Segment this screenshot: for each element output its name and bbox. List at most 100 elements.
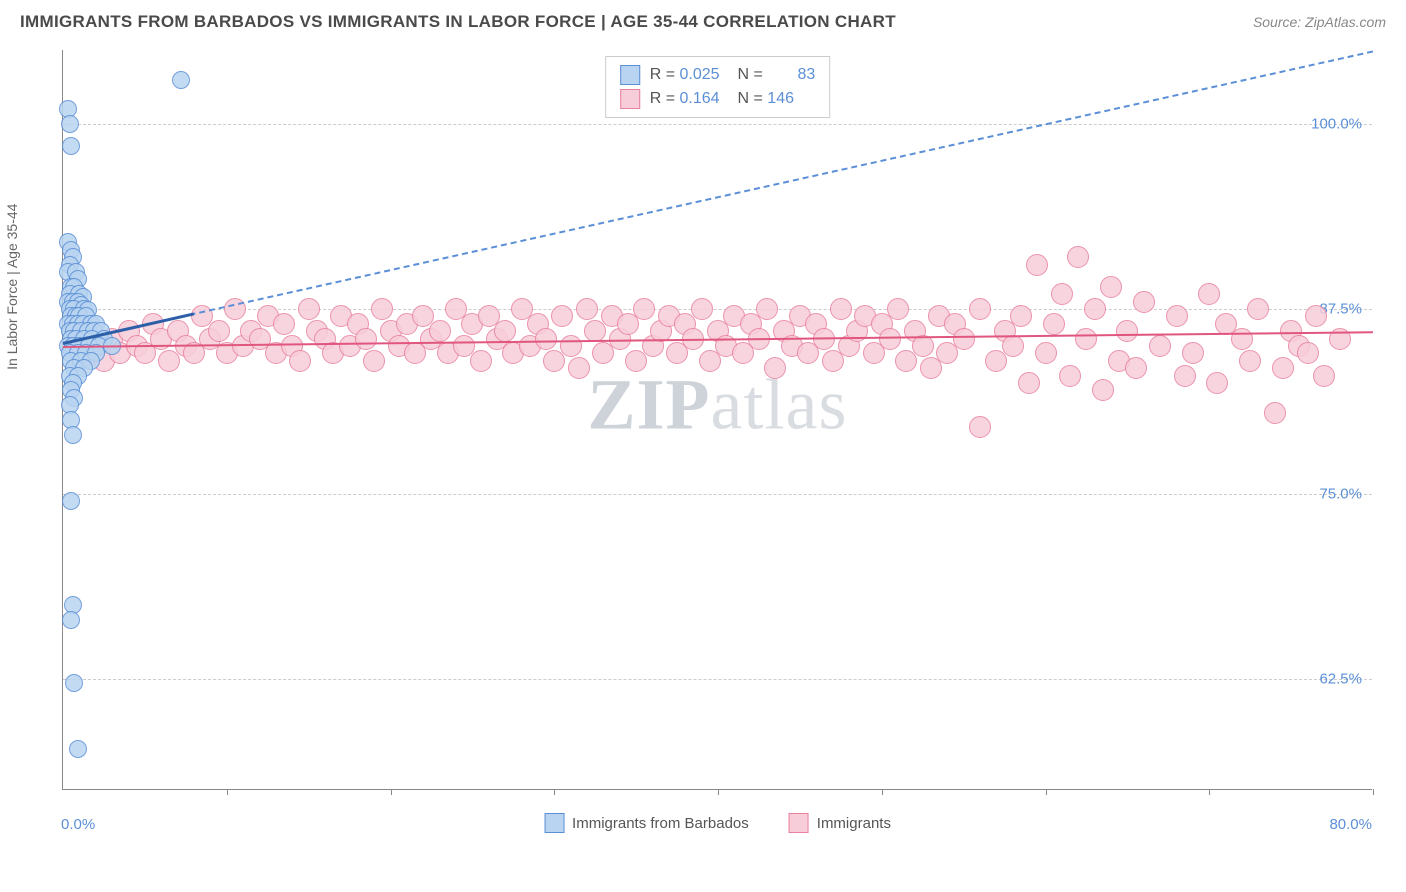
data-point (371, 298, 393, 320)
stats-row-pink: R = 0.164 N = 146 (620, 87, 816, 111)
data-point (1231, 328, 1253, 350)
data-point (1206, 372, 1228, 394)
data-point (969, 416, 991, 438)
x-tick (1373, 789, 1374, 795)
y-axis-title: In Labor Force | Age 35-44 (4, 204, 20, 370)
data-point (65, 674, 83, 692)
data-point (1116, 320, 1138, 342)
chart-title: IMMIGRANTS FROM BARBADOS VS IMMIGRANTS I… (20, 12, 896, 32)
data-point (69, 740, 87, 758)
legend-item-blue: Immigrants from Barbados (544, 813, 749, 833)
source-attribution: Source: ZipAtlas.com (1253, 14, 1386, 30)
x-min-label: 0.0% (61, 816, 95, 833)
data-point (1305, 305, 1327, 327)
data-point (1059, 365, 1081, 387)
data-point (494, 320, 516, 342)
data-point (1067, 246, 1089, 268)
data-point (1247, 298, 1269, 320)
data-point (1149, 335, 1171, 357)
n-label: N = (738, 66, 763, 83)
swatch-pink (620, 89, 640, 109)
n-value-pink: 146 (767, 87, 815, 111)
x-max-label: 80.0% (1329, 816, 1372, 833)
data-point (756, 298, 778, 320)
stats-legend: R = 0.025 N = 83 R = 0.164 N = 146 (605, 56, 831, 118)
r-value-blue: 0.025 (680, 63, 728, 87)
data-point (298, 298, 320, 320)
legend-label-pink: Immigrants (817, 815, 891, 832)
chart-container: In Labor Force | Age 35-44 ZIPatlas R = … (20, 50, 1386, 840)
data-point (1125, 357, 1147, 379)
r-value-pink: 0.164 (680, 87, 728, 111)
y-tick-label: 75.0% (1319, 486, 1362, 503)
x-tick (227, 789, 228, 795)
data-point (62, 492, 80, 510)
swatch-pink (789, 813, 809, 833)
legend-label-blue: Immigrants from Barbados (572, 815, 749, 832)
data-point (1084, 298, 1106, 320)
data-point (1100, 276, 1122, 298)
data-point (535, 328, 557, 350)
n-label: N = (738, 90, 763, 107)
data-point (560, 335, 582, 357)
y-tick-label: 62.5% (1319, 671, 1362, 688)
y-tick-label: 100.0% (1311, 116, 1362, 133)
x-tick (554, 789, 555, 795)
data-point (1297, 342, 1319, 364)
data-point (1198, 283, 1220, 305)
data-point (273, 313, 295, 335)
data-point (1002, 335, 1024, 357)
gridline (63, 494, 1372, 495)
data-point (1026, 254, 1048, 276)
x-tick (882, 789, 883, 795)
x-tick (1209, 789, 1210, 795)
data-point (172, 71, 190, 89)
gridline (63, 679, 1372, 680)
watermark: ZIPatlas (588, 363, 848, 446)
data-point (363, 350, 385, 372)
chart-header: IMMIGRANTS FROM BARBADOS VS IMMIGRANTS I… (0, 0, 1406, 40)
data-point (1182, 342, 1204, 364)
data-point (1075, 328, 1097, 350)
data-point (887, 298, 909, 320)
watermark-part1: ZIP (588, 364, 711, 444)
data-point (1010, 305, 1032, 327)
data-point (208, 320, 230, 342)
gridline (63, 124, 1372, 125)
data-point (633, 298, 655, 320)
data-point (764, 357, 786, 379)
data-point (355, 328, 377, 350)
data-point (551, 305, 573, 327)
data-point (576, 298, 598, 320)
swatch-blue (620, 65, 640, 85)
n-value-blue: 83 (767, 63, 815, 87)
data-point (470, 350, 492, 372)
data-point (289, 350, 311, 372)
data-point (568, 357, 590, 379)
data-point (62, 137, 80, 155)
data-point (1272, 357, 1294, 379)
data-point (61, 115, 79, 133)
data-point (1264, 402, 1286, 424)
data-point (1043, 313, 1065, 335)
series-legend: Immigrants from Barbados Immigrants (544, 813, 891, 833)
stats-row-blue: R = 0.025 N = 83 (620, 63, 816, 87)
data-point (1018, 372, 1040, 394)
data-point (1133, 291, 1155, 313)
x-tick (391, 789, 392, 795)
data-point (1051, 283, 1073, 305)
legend-item-pink: Immigrants (789, 813, 891, 833)
data-point (1092, 379, 1114, 401)
data-point (62, 611, 80, 629)
x-tick (1046, 789, 1047, 795)
data-point (429, 320, 451, 342)
data-point (830, 298, 852, 320)
data-point (1166, 305, 1188, 327)
swatch-blue (544, 813, 564, 833)
r-label: R = (650, 66, 675, 83)
data-point (953, 328, 975, 350)
data-point (1174, 365, 1196, 387)
plot-area: ZIPatlas R = 0.025 N = 83 R = 0.164 N = … (62, 50, 1372, 790)
data-point (64, 426, 82, 444)
data-point (1313, 365, 1335, 387)
